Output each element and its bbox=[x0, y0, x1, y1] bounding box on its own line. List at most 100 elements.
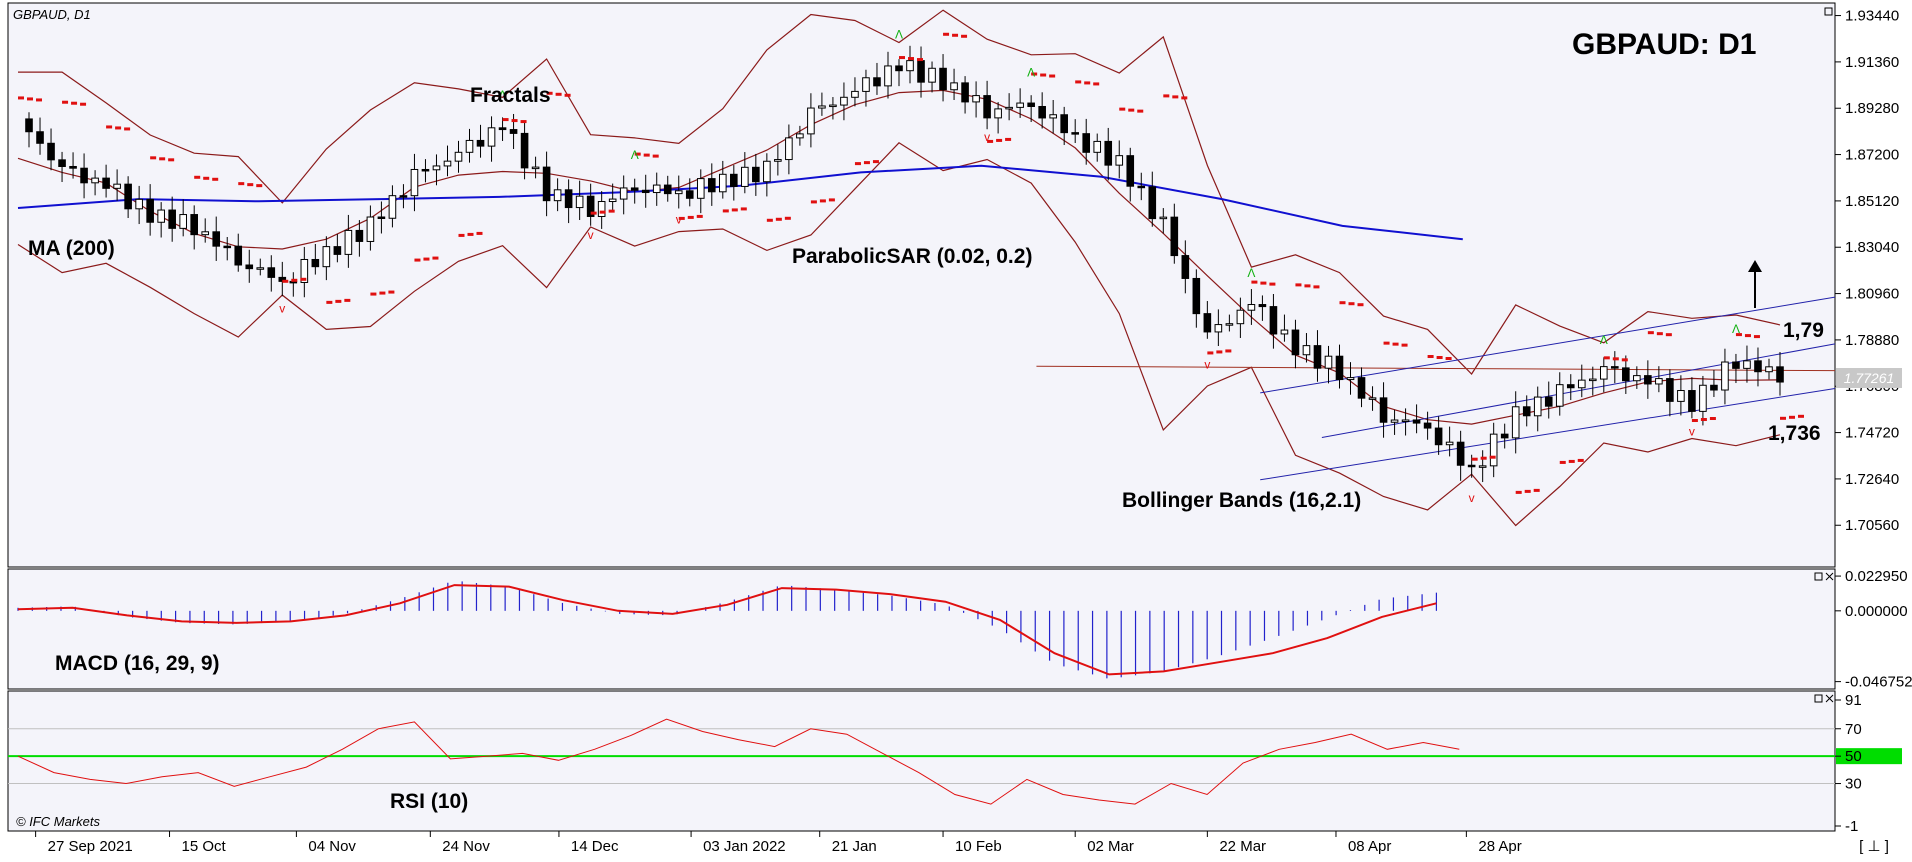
candle-body bbox=[1049, 114, 1057, 119]
candle-body bbox=[939, 67, 947, 91]
macd-panel-controls-icon[interactable] bbox=[1814, 572, 1834, 581]
candle-body bbox=[443, 160, 452, 167]
sar-dot bbox=[1137, 109, 1144, 113]
candle-body bbox=[179, 214, 187, 229]
sar-dot bbox=[1789, 415, 1795, 419]
sar-dot bbox=[1798, 414, 1804, 418]
candle-body bbox=[718, 173, 727, 193]
candle-body bbox=[1666, 378, 1674, 402]
sar-dot bbox=[1172, 95, 1179, 99]
candle-body bbox=[1776, 366, 1784, 383]
y-tick-label: 1.89280 bbox=[1845, 100, 1899, 117]
sar-dot bbox=[115, 126, 122, 130]
sar-dot bbox=[996, 138, 1003, 142]
y-tick-label: 1.93440 bbox=[1845, 8, 1899, 25]
candle-body bbox=[1699, 384, 1707, 412]
candle-body bbox=[509, 129, 518, 134]
candle-body bbox=[1710, 384, 1718, 391]
candle-body bbox=[124, 183, 132, 210]
sar-dot bbox=[1031, 72, 1038, 76]
candle-body bbox=[785, 137, 793, 161]
current-price-tag bbox=[1836, 368, 1902, 388]
y-tick-label: 1.70560 bbox=[1845, 517, 1899, 534]
candle-body bbox=[1060, 114, 1068, 134]
sar-dot bbox=[1128, 108, 1135, 112]
candle-body bbox=[1126, 155, 1135, 187]
bollinger-label: Bollinger Bands (16,2.1) bbox=[1122, 489, 1361, 512]
x-axis-ticks: 27 Sep 2021 15 Oct 04 Nov 24 Nov 14 Dec 03 Ja… bbox=[35, 831, 1522, 855]
candle-body bbox=[25, 118, 33, 133]
sar-dot bbox=[952, 33, 959, 37]
sar-dot bbox=[520, 120, 527, 124]
candle-body bbox=[685, 190, 694, 199]
sar-dot bbox=[1040, 73, 1047, 77]
candle-body bbox=[201, 231, 210, 236]
candle-body bbox=[47, 142, 55, 161]
candle-body bbox=[1148, 186, 1157, 220]
candle-body bbox=[1258, 304, 1267, 308]
candle-body bbox=[774, 159, 782, 162]
corner-label[interactable]: [ ⊥ ] bbox=[1859, 838, 1889, 855]
sar-dot bbox=[388, 290, 395, 294]
candle-body bbox=[1434, 427, 1443, 446]
sar-dot bbox=[819, 199, 826, 203]
channel-lower bbox=[1260, 387, 1836, 481]
ma200-line bbox=[17, 164, 1463, 241]
sar-dot bbox=[344, 298, 351, 302]
candle-body bbox=[91, 177, 99, 184]
sar-dot bbox=[1163, 94, 1170, 98]
candle-body bbox=[388, 195, 397, 219]
sar-dot bbox=[370, 292, 377, 296]
y-tick-label: 1.91360 bbox=[1845, 54, 1899, 71]
sar-dot bbox=[1533, 488, 1540, 492]
candle-body bbox=[1335, 355, 1344, 381]
candle-body bbox=[146, 198, 154, 223]
fractal-down-icon: v bbox=[588, 228, 594, 242]
candle-body bbox=[410, 168, 419, 197]
watermark: © IFC Markets bbox=[16, 814, 100, 829]
sar-dot bbox=[238, 182, 245, 186]
candle-body bbox=[421, 168, 430, 172]
rsi-panel bbox=[7, 690, 1836, 832]
candle-body bbox=[1104, 140, 1113, 166]
candle-body bbox=[630, 187, 639, 191]
y-tick-label: 1.83040 bbox=[1845, 239, 1899, 256]
candle-body bbox=[641, 189, 650, 194]
fractal-up-icon: Λ bbox=[631, 148, 639, 162]
symbol-label: GBPAUD, D1 bbox=[13, 7, 91, 22]
sar-dot bbox=[1119, 107, 1126, 111]
candle-body bbox=[983, 95, 991, 119]
candle-body bbox=[1577, 379, 1586, 389]
grid bbox=[8, 728, 1902, 785]
sar-dot bbox=[1260, 281, 1267, 285]
candle-body bbox=[741, 166, 749, 187]
sar-dot bbox=[555, 92, 562, 96]
sar-dot bbox=[467, 232, 474, 236]
sar-dot bbox=[608, 209, 615, 213]
candle-body bbox=[1754, 360, 1762, 373]
candle-body bbox=[168, 209, 176, 229]
candle-body bbox=[1732, 361, 1740, 369]
macd-y-tick-label: 0.000000 bbox=[1845, 603, 1908, 620]
sar-dot bbox=[1780, 416, 1786, 420]
y-tick-label: 1.72640 bbox=[1845, 471, 1899, 488]
sar-dot bbox=[1339, 301, 1346, 305]
candle-body bbox=[707, 178, 716, 193]
rsi-panel-controls-icon[interactable] bbox=[1814, 694, 1834, 703]
fractal-down-icon: v bbox=[279, 302, 285, 316]
sar-dot bbox=[1075, 80, 1082, 84]
candle-body bbox=[1071, 132, 1080, 135]
candle-body bbox=[796, 133, 804, 139]
candle-body bbox=[1247, 304, 1256, 311]
candle-body bbox=[884, 65, 892, 87]
sar-dot bbox=[961, 34, 968, 38]
panel-maximize-icon[interactable] bbox=[1824, 7, 1833, 16]
candle-body bbox=[873, 77, 881, 87]
sar-dot bbox=[1471, 457, 1478, 461]
candle-body bbox=[851, 90, 859, 98]
sar-dot bbox=[1225, 349, 1232, 353]
candle-body bbox=[1500, 433, 1509, 439]
candle-body bbox=[520, 132, 529, 169]
